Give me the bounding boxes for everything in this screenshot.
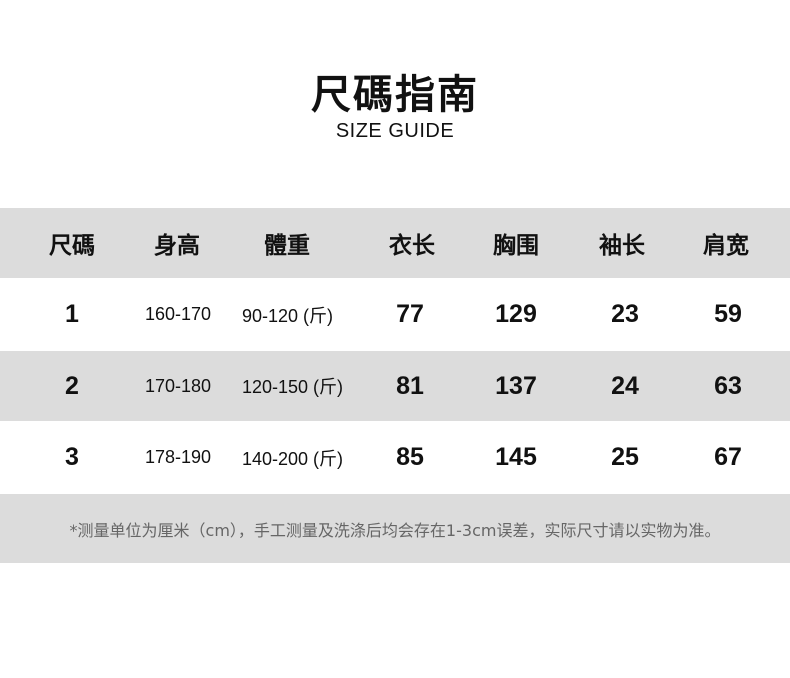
cell-length: 81: [396, 371, 424, 400]
cell-chest: 145: [495, 443, 537, 471]
cell-length: 77: [396, 300, 424, 328]
cell-height: 160-170: [144, 304, 212, 324]
header-sleeve: 袖长: [599, 233, 645, 259]
cell-size: 3: [65, 443, 79, 471]
page-subtitle: SIZE GUIDE: [335, 120, 455, 142]
cell-size: 2: [65, 371, 79, 400]
header-shoulder: 肩宽: [703, 233, 749, 259]
cell-sleeve: 23: [611, 300, 639, 328]
page-title: 尺碼指南: [311, 72, 479, 118]
header-chest: 胸围: [493, 233, 539, 259]
cell-chest: 129: [495, 300, 537, 328]
cell-length: 85: [396, 443, 424, 471]
table-row: 2 170-180 120-150 (斤) 81 137 24 63: [0, 351, 790, 421]
header-length: 衣长: [389, 233, 435, 259]
table-header: 尺碼 身高 體重 衣长 胸围 袖长 肩宽: [0, 208, 790, 278]
cell-shoulder: 59: [714, 300, 742, 328]
header-height: 身高: [154, 233, 200, 259]
cell-weight: 120-150 (斤): [242, 377, 344, 397]
cell-shoulder: 63: [714, 371, 742, 400]
cell-height: 178-190: [144, 447, 212, 467]
cell-sleeve: 25: [611, 443, 639, 471]
cell-weight: 90-120 (斤): [242, 305, 334, 326]
cell-height: 170-180: [144, 375, 212, 396]
table-row: 1 160-170 90-120 (斤) 77 129 23 59: [0, 278, 790, 351]
cell-sleeve: 24: [611, 371, 639, 400]
measurement-note: *测量单位为厘米（cm），手工测量及洗涤后均会存在1-3cm误差，实际尺寸请以实…: [0, 494, 790, 563]
cell-weight: 140-200 (斤): [242, 448, 344, 469]
table-row: 3 178-190 140-200 (斤) 85 145 25 67: [0, 421, 790, 494]
header-weight: 體重: [264, 233, 310, 259]
cell-shoulder: 67: [714, 443, 742, 471]
header-size: 尺碼: [49, 233, 95, 259]
cell-chest: 137: [495, 371, 537, 400]
cell-size: 1: [65, 300, 79, 328]
